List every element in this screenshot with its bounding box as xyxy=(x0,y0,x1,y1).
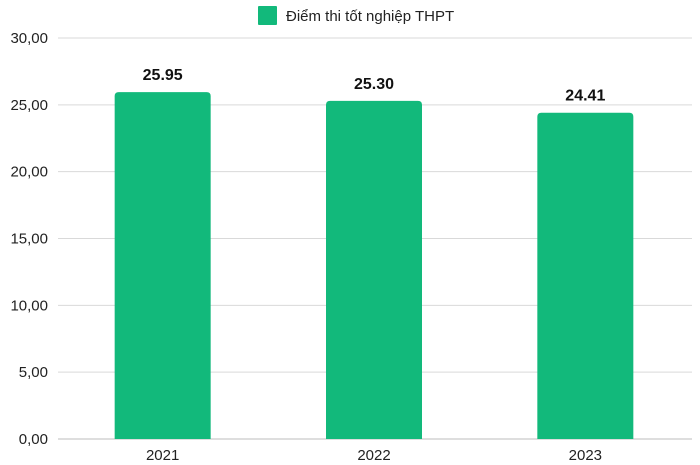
data-label-2021: 25.95 xyxy=(143,67,183,84)
y-axis-ticks: 0,00 5,00 10,00 15,00 20,00 25,00 30,00 xyxy=(10,30,48,448)
x-tick-label-2022: 2022 xyxy=(357,447,390,464)
y-tick-label: 25,00 xyxy=(10,97,48,114)
legend: Điểm thi tốt nghiệp THPT xyxy=(258,6,454,25)
bar-2022 xyxy=(326,100,422,439)
bars xyxy=(114,92,634,439)
bar-2023 xyxy=(537,112,634,439)
data-labels: 25.95 25.30 24.41 xyxy=(143,67,606,105)
y-tick-label: 10,00 xyxy=(10,297,48,314)
y-tick-label: 15,00 xyxy=(10,231,48,248)
x-axis-ticks: 2021 2022 2023 xyxy=(146,447,602,464)
bar-2021 xyxy=(114,92,211,439)
x-tick-label-2021: 2021 xyxy=(146,447,179,464)
y-tick-label: 5,00 xyxy=(19,364,48,381)
legend-label: Điểm thi tốt nghiệp THPT xyxy=(286,8,454,25)
data-label-2023: 24.41 xyxy=(565,88,605,105)
y-tick-label: 0,00 xyxy=(19,431,48,448)
x-tick-label-2023: 2023 xyxy=(569,447,602,464)
legend-swatch xyxy=(258,6,277,25)
y-tick-label: 30,00 xyxy=(10,30,48,47)
y-tick-label: 20,00 xyxy=(10,164,48,181)
data-label-2022: 25.30 xyxy=(354,76,394,93)
